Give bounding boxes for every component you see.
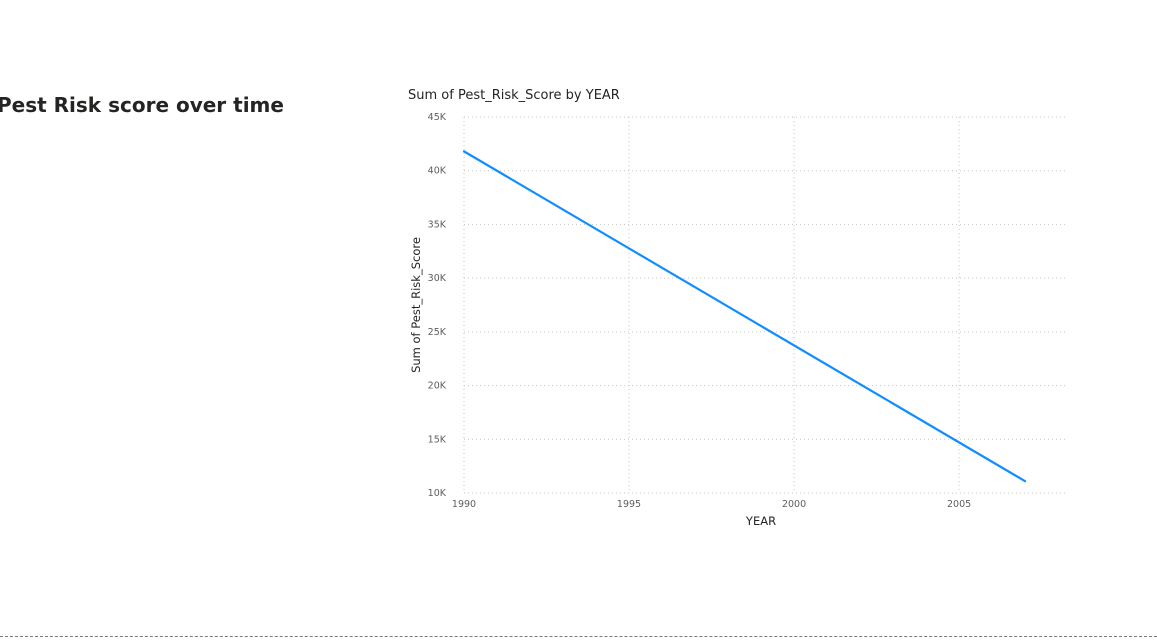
chart-plot: 10K 15K 20K 25K 30K 35K 40K 45K 1990 1995 2000 200…: [428, 112, 1068, 510]
line-chart[interactable]: Sum of Pest_Risk_Score by YEAR 10K 15K 20K…: [400, 80, 1080, 540]
y-tick-label: 10K: [428, 488, 447, 499]
y-tick-label: 40K: [428, 166, 447, 177]
y-tick-label: 20K: [428, 381, 447, 392]
x-tick-label: 2000: [782, 499, 806, 510]
y-tick-label: 15K: [428, 434, 447, 445]
chart-title: Sum of Pest_Risk_Score by YEAR: [408, 88, 620, 103]
x-tick-label: 2005: [947, 499, 971, 510]
y-tick-label: 30K: [428, 273, 447, 284]
y-tick-label: 35K: [428, 219, 447, 230]
y-axis-ticks: 10K 15K 20K 25K 30K 35K 40K 45K: [428, 112, 447, 499]
x-tick-label: 1990: [452, 499, 476, 510]
x-axis-ticks: 1990 1995 2000 2005: [452, 499, 971, 510]
page-bottom-divider: [0, 636, 1157, 637]
x-axis-title: YEAR: [745, 514, 777, 528]
y-axis-title: Sum of Pest_Risk_Score: [409, 237, 423, 373]
series-line[interactable]: [462, 150, 1027, 483]
series-lines: [462, 150, 1027, 483]
gridlines: [463, 116, 1068, 494]
page-title: Pest Risk score over time: [0, 93, 284, 117]
y-tick-label: 45K: [428, 112, 447, 123]
y-tick-label: 25K: [428, 327, 447, 338]
x-tick-label: 1995: [617, 499, 641, 510]
